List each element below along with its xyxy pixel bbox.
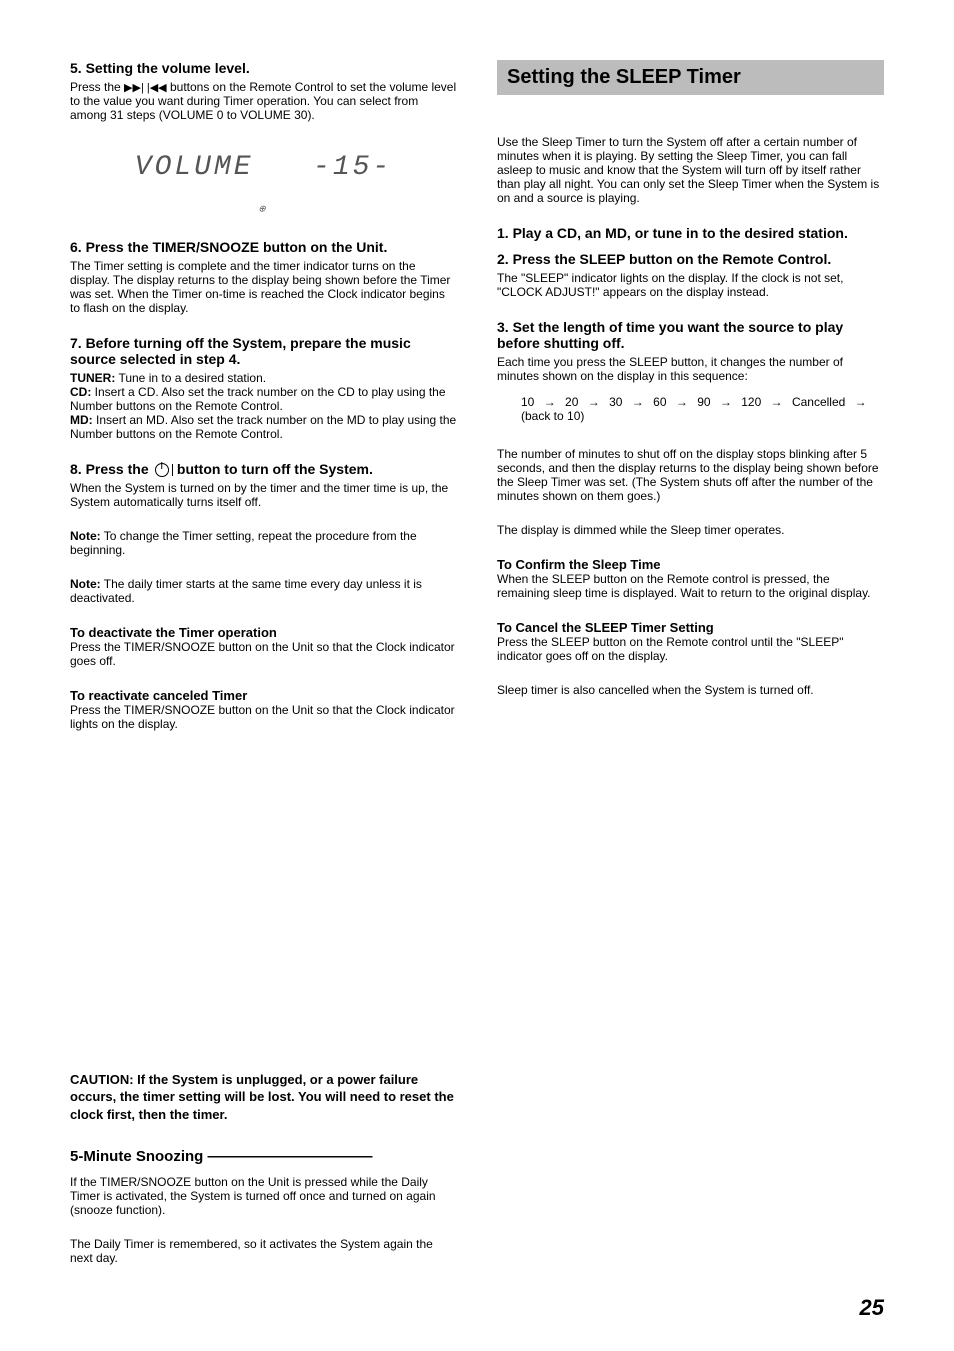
seq-30: 30: [609, 395, 622, 409]
step8-body: When the System is turned on by the time…: [70, 481, 457, 509]
power-bar-icon: [172, 464, 174, 476]
note2: Note: The daily timer starts at the same…: [70, 577, 457, 605]
step7-tuner-text: Tune in to a desired station.: [118, 371, 266, 385]
sleep-step2-body: The "SLEEP" indicator lights on the disp…: [497, 271, 884, 299]
ffwd-rew-icon: ▶▶| |◀◀: [124, 82, 167, 94]
note1-body: To change the Timer setting, repeat the …: [70, 529, 417, 557]
caution-block: CAUTION: If the System is unplugged, or …: [70, 1071, 457, 1124]
deactivate-body: Press the TIMER/SNOOZE button on the Uni…: [70, 640, 457, 668]
sleep-step1-heading: 1. Play a CD, an MD, or tune in to the d…: [497, 225, 884, 241]
arrow-icon: →: [544, 395, 556, 409]
left-column: 5. Setting the volume level. Press the ▶…: [70, 60, 457, 1285]
seq-cancelled: Cancelled: [792, 395, 845, 409]
sleep-step2-heading: 2. Press the SLEEP button on the Remote …: [497, 251, 884, 267]
sleep-step3-body: Each time you press the SLEEP button, it…: [497, 355, 884, 383]
deactivate-block: To deactivate the Timer operation Press …: [70, 625, 457, 668]
right-column: Setting the SLEEP Timer Use the Sleep Ti…: [497, 60, 884, 1285]
deactivate-heading: To deactivate the Timer operation: [70, 625, 457, 640]
step5-heading: 5. Setting the volume level.: [70, 60, 457, 76]
two-column-layout: 5. Setting the volume level. Press the ▶…: [70, 60, 884, 1285]
note2-body: The daily timer starts at the same time …: [70, 577, 422, 605]
confirm-heading: To Confirm the Sleep Time: [497, 557, 884, 572]
step7-md-text: Insert an MD. Also set the track number …: [70, 413, 456, 441]
seq-90: 90: [697, 395, 710, 409]
snooze-body-2: The Daily Timer is remembered, so it act…: [70, 1237, 457, 1265]
reactivate-block: To reactivate canceled Timer Press the T…: [70, 688, 457, 731]
step7-body: TUNER: Tune in to a desired station. CD:…: [70, 371, 457, 441]
page-number: 25: [860, 1295, 884, 1321]
cancel-heading: To Cancel the SLEEP Timer Setting: [497, 620, 884, 635]
note1-label: Note:: [70, 529, 101, 543]
seq-back: (back to 10): [521, 409, 584, 423]
sleep-timer-section-header: Setting the SLEEP Timer: [497, 60, 884, 95]
lcd-volume-value: -15-: [313, 152, 392, 183]
seq-10: 10: [521, 395, 534, 409]
arrow-icon: →: [632, 395, 644, 409]
step7-cd-label: CD:: [70, 385, 91, 399]
reactivate-body: Press the TIMER/SNOOZE button on the Uni…: [70, 703, 457, 731]
step6-heading: 6. Press the TIMER/SNOOZE button on the …: [70, 239, 457, 255]
seq-20: 20: [565, 395, 578, 409]
cancel-body-1: Press the SLEEP button on the Remote con…: [497, 635, 884, 663]
arrow-icon: →: [720, 395, 732, 409]
step7-tuner-label: TUNER:: [70, 371, 115, 385]
snooze-body-1: If the TIMER/SNOOZE button on the Unit i…: [70, 1175, 457, 1217]
step8-heading-b: button to turn off the System.: [177, 461, 373, 477]
cancel-body-2: Sleep timer is also cancelled when the S…: [497, 683, 884, 697]
sleep-step3-heading: 3. Set the length of time you want the s…: [497, 319, 884, 351]
sleep-sequence: 10 → 20 → 30 → 60 → 90 → 120 → Cancelled…: [521, 395, 884, 423]
snooze-heading: 5-Minute Snoozing ———————————: [70, 1148, 457, 1165]
arrow-icon: →: [771, 395, 783, 409]
reactivate-heading: To reactivate canceled Timer: [70, 688, 457, 703]
arrow-icon: →: [855, 395, 867, 409]
step5-body: Press the ▶▶| |◀◀ buttons on the Remote …: [70, 80, 457, 122]
step8-heading-a: 8. Press the: [70, 461, 153, 477]
note2-label: Note:: [70, 577, 101, 591]
arrow-icon: →: [676, 395, 688, 409]
sleep-post-1: The number of minutes to shut off on the…: [497, 447, 884, 503]
step6-body: The Timer setting is complete and the ti…: [70, 259, 457, 315]
step8-heading: 8. Press the button to turn off the Syst…: [70, 461, 457, 477]
lcd-volume-label: VOLUME: [135, 152, 254, 183]
sleep-intro: Use the Sleep Timer to turn the System o…: [497, 135, 884, 205]
sleep-post-2: The display is dimmed while the Sleep ti…: [497, 523, 884, 537]
clock-indicator-icon: ⊕: [258, 205, 269, 215]
lcd-volume-display: VOLUME -15- ⊕: [70, 152, 457, 215]
note1: Note: To change the Timer setting, repea…: [70, 529, 457, 557]
step7-md-label: MD:: [70, 413, 93, 427]
step7-cd-text: Insert a CD. Also set the track number o…: [70, 385, 446, 413]
seq-60: 60: [653, 395, 666, 409]
step5-text-a: Press the: [70, 80, 124, 94]
power-icon: [155, 463, 169, 477]
confirm-body: When the SLEEP button on the Remote cont…: [497, 572, 884, 600]
arrow-icon: →: [588, 395, 600, 409]
step7-heading: 7. Before turning off the System, prepar…: [70, 335, 457, 367]
seq-120: 120: [741, 395, 761, 409]
